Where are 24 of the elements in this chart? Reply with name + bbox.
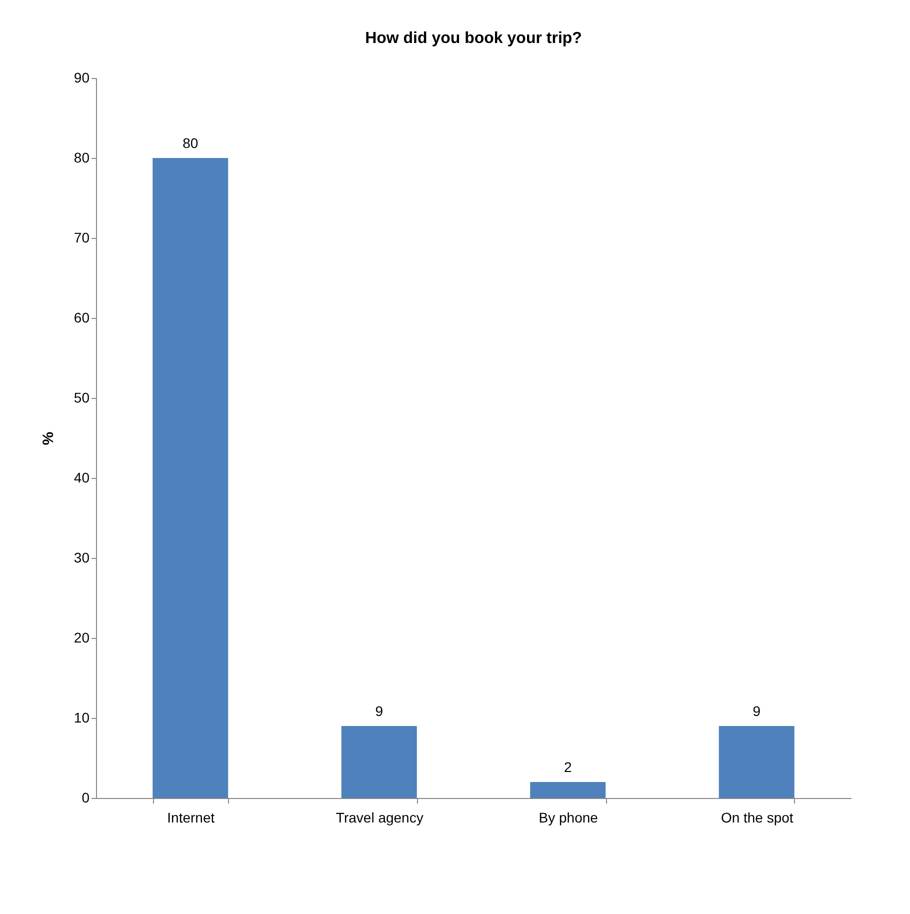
data-label: 80 <box>182 135 198 151</box>
x-tick-label: By phone <box>538 810 598 826</box>
y-tick-label: 70 <box>74 230 90 246</box>
bar <box>530 782 606 798</box>
data-label: 9 <box>375 703 384 719</box>
bar <box>341 726 417 798</box>
y-tick-label: 90 <box>74 70 90 86</box>
y-tick-label: 40 <box>74 470 90 486</box>
x-tick-label: Internet <box>167 810 215 826</box>
y-tick-label: 0 <box>82 790 90 806</box>
x-tick-label: On the spot <box>720 810 794 826</box>
y-axis-title: % <box>40 432 57 446</box>
x-tick-label: Travel agency <box>336 810 424 826</box>
y-tick-label: 30 <box>74 550 90 566</box>
y-tick-label: 20 <box>74 630 90 646</box>
bar <box>152 158 228 798</box>
y-tick-label: 80 <box>74 150 90 166</box>
bar <box>718 726 794 798</box>
y-tick-label: 60 <box>74 310 90 326</box>
data-label: 9 <box>752 703 761 719</box>
y-tick-label: 50 <box>74 390 90 406</box>
data-label: 2 <box>564 759 572 775</box>
y-tick-label: 10 <box>74 710 90 726</box>
chart-title: How did you book your trip? <box>365 30 582 47</box>
